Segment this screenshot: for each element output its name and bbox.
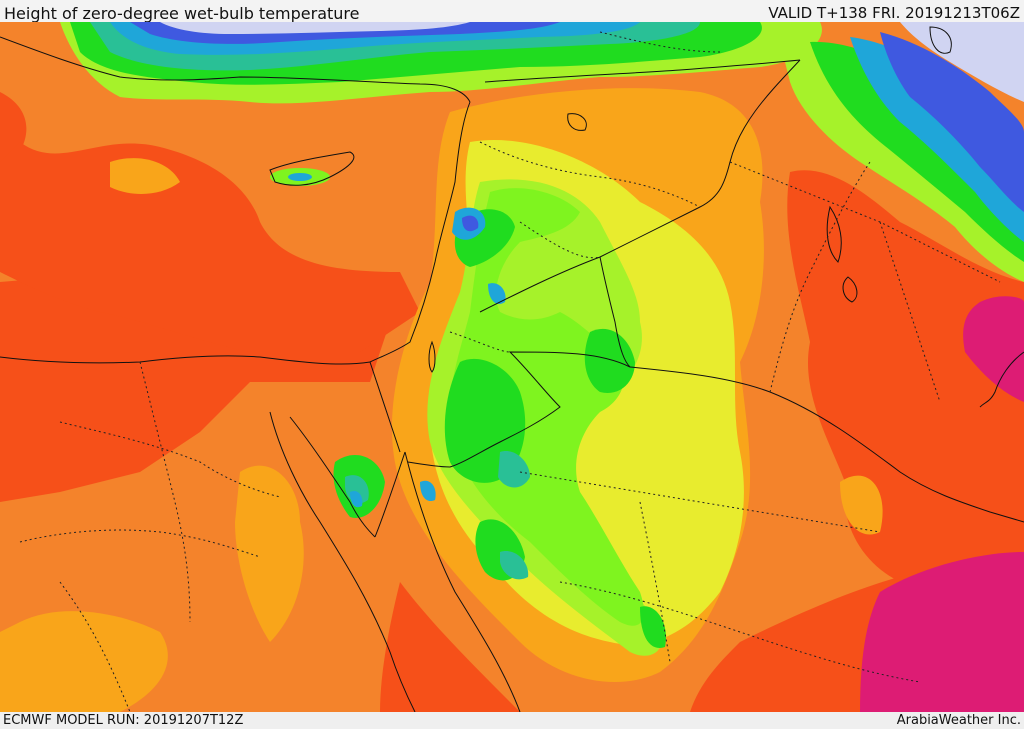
iraq-internal-1: [729, 161, 1001, 283]
map-area[interactable]: [0, 22, 1024, 712]
egypt-internal-2: [59, 421, 281, 498]
cyprus-outline: [269, 151, 355, 186]
green-zone-south: [640, 606, 666, 648]
borders: [369, 59, 1024, 523]
internal-boundaries: [19, 31, 1001, 712]
iraq-saudi-border: [629, 366, 1024, 523]
amber-zone-cyprus: [110, 158, 180, 194]
cyan-zone-jordan: [488, 283, 506, 304]
teal-zone-jordan: [498, 451, 530, 488]
green-zone-zagros: [810, 41, 1024, 263]
levant-coast: [369, 101, 471, 363]
red-zone-south: [380, 582, 520, 712]
turkey-internal: [599, 31, 721, 53]
turkey-syria-border: [484, 59, 801, 83]
magenta-zone-southeast: [860, 552, 1024, 712]
header-bar: Height of zero-degree wet-bulb temperatu…: [0, 0, 1024, 23]
magenta-zone-gulf: [963, 296, 1024, 402]
amber-zone-south-egypt: [0, 611, 168, 712]
syria-jordan-border: [479, 256, 601, 313]
jordan-saudi-border: [407, 351, 631, 468]
turkey-south-coast: [0, 36, 471, 103]
syria-internal-2: [519, 221, 601, 259]
red-sea-west-coast: [269, 411, 416, 712]
lake-tharthar: [826, 205, 842, 263]
valid-time-label: VALID T+138 FRI. 20191213T06Z: [768, 4, 1020, 22]
light-green-zone: [449, 188, 644, 626]
syria-internal-1: [479, 141, 701, 208]
syria-iraq-border: [699, 59, 801, 208]
amber-zone-sinai: [235, 465, 304, 642]
jordan-iraq-saudi-border: [599, 256, 631, 368]
coastlines: [0, 26, 1024, 712]
egypt-internal-3: [19, 529, 261, 558]
dead-sea: [428, 340, 436, 373]
gulf-of-aqaba: [374, 451, 406, 538]
footer-bar: ECMWF MODEL RUN: 20191207T12Z ArabiaWeat…: [0, 712, 1024, 729]
cyan-zone-cyprus: [288, 173, 312, 181]
syria-jordan-iraq-line: [599, 206, 701, 258]
cyan-zone-sinai: [350, 490, 363, 508]
model-run-label: ECMWF MODEL RUN: 20191207T12Z: [3, 713, 244, 728]
saudi-internal-1: [519, 471, 881, 533]
lavender-zone-turkey: [160, 22, 470, 34]
lake-van: [929, 26, 952, 54]
blue-zone-lebanon: [462, 215, 479, 232]
cyan-zone-aqaba: [420, 480, 436, 502]
lake-razaza: [842, 276, 858, 303]
lavender-zone-zagros: [900, 22, 1024, 102]
lake-assad: [567, 113, 587, 131]
teal-zone-arabia: [500, 551, 529, 580]
amber-zone-east: [840, 475, 883, 535]
jordan-internal: [449, 331, 511, 353]
iraq-internal-2: [769, 161, 871, 393]
map-title: Height of zero-degree wet-bulb temperatu…: [4, 4, 360, 23]
credit-label: ArabiaWeather Inc.: [896, 713, 1021, 728]
egypt-internal-1: [139, 361, 191, 623]
red-sea-east-coast: [404, 451, 521, 712]
red-zone-mediterranean: [0, 142, 420, 352]
wetbulb-map: [0, 22, 1024, 712]
cyan-zone-zagros: [850, 37, 1024, 242]
saudi-internal-2: [559, 581, 921, 683]
gulf-of-suez-east: [289, 416, 376, 538]
gulf-coast: [979, 351, 1024, 408]
egypt-israel-border: [369, 361, 401, 453]
egypt-coast: [0, 355, 371, 365]
green-zone-iraq-west: [584, 328, 635, 393]
blue-zone-zagros: [880, 32, 1024, 212]
